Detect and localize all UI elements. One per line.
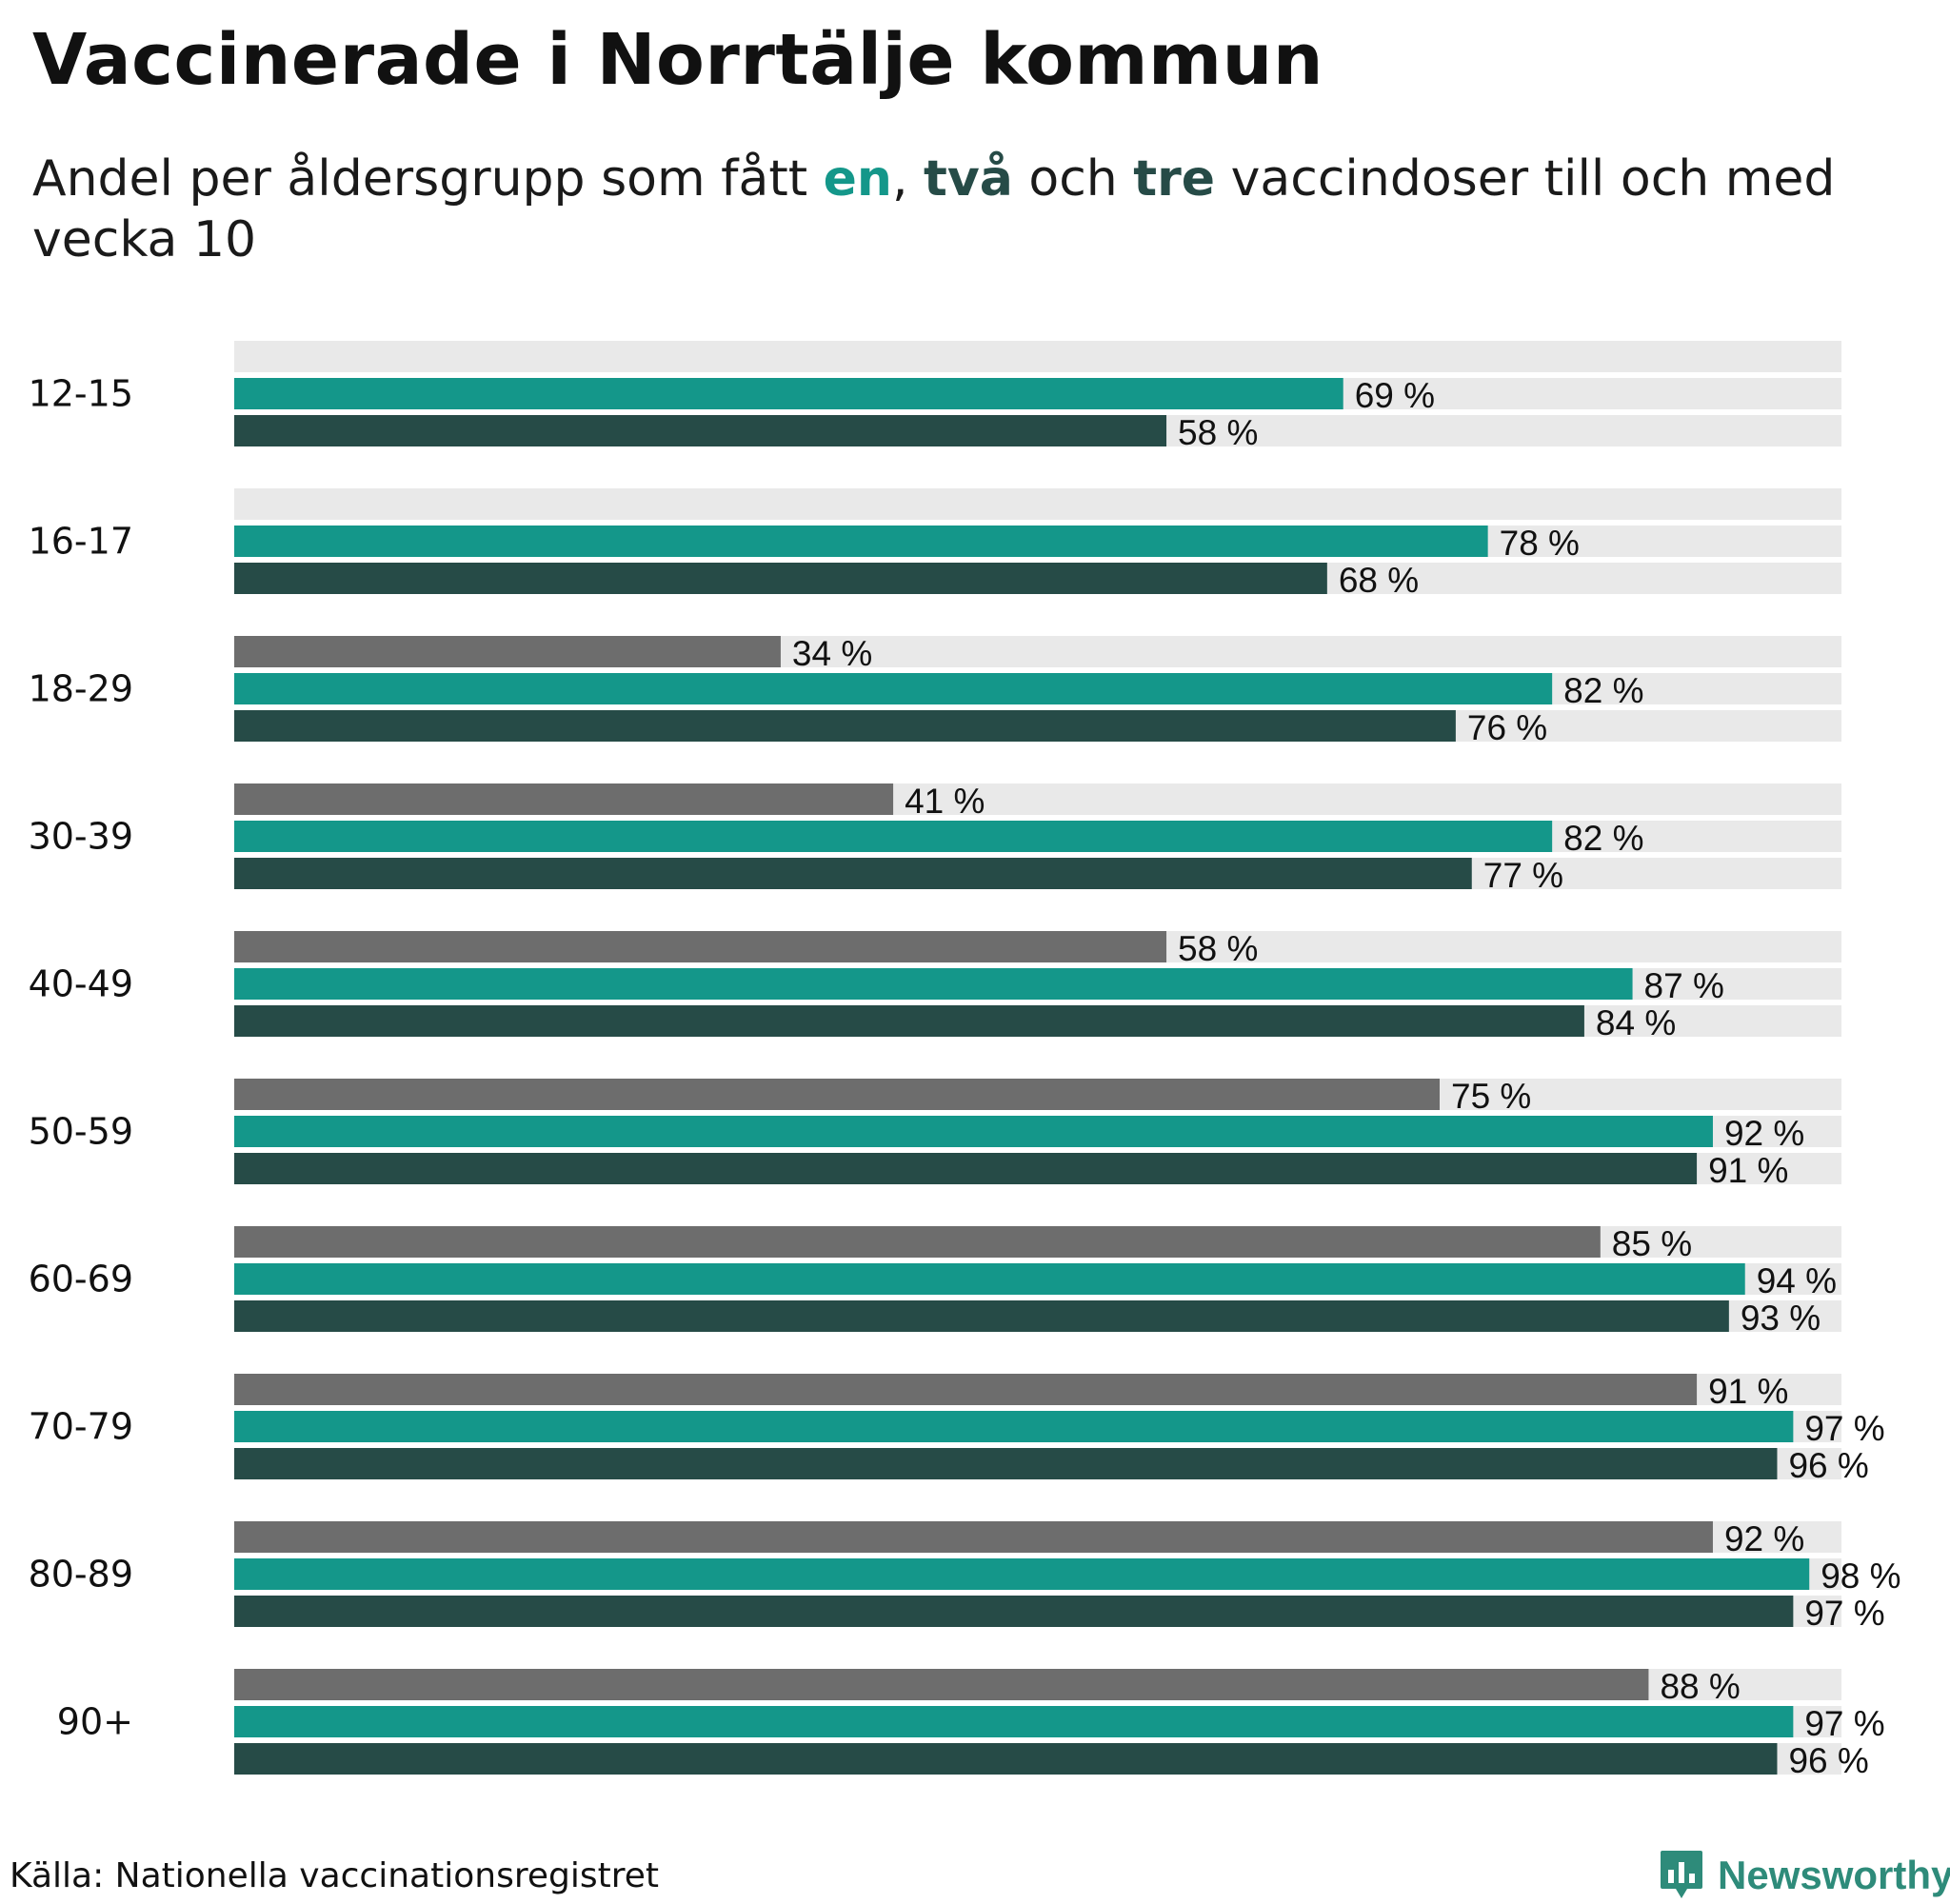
data-label: 78 % (1500, 524, 1580, 563)
bar-tre (234, 931, 1167, 962)
bar-en (234, 1706, 1794, 1737)
logo-text: Newsworthy (1718, 1853, 1950, 1897)
data-label: 69 % (1355, 376, 1435, 415)
data-label: 76 % (1467, 708, 1547, 747)
data-label: 96 % (1788, 1741, 1868, 1780)
bar-två (234, 1448, 1778, 1479)
data-label: 92 % (1724, 1114, 1804, 1153)
category-label: 90+ (57, 1701, 133, 1743)
subtitle-separator: , (891, 150, 925, 208)
data-label: 97 % (1804, 1409, 1884, 1448)
bar-en (234, 821, 1553, 852)
data-label: 34 % (792, 634, 872, 673)
bar-två (234, 1005, 1584, 1037)
category-label: 18-29 (29, 668, 133, 710)
category-label: 70-79 (29, 1406, 133, 1448)
chart-title: Vaccinerade i Norrtälje kommun (32, 19, 1323, 101)
subtitle-dose-two: två (924, 150, 1013, 208)
bar-två (234, 1743, 1778, 1775)
data-label: 91 % (1708, 1372, 1788, 1411)
subtitle-text: Andel per åldersgrupp som fått (32, 150, 824, 208)
bar-tre (234, 1374, 1698, 1405)
bar-tre (234, 636, 781, 667)
data-label: 87 % (1644, 966, 1724, 1005)
data-label: 96 % (1788, 1446, 1868, 1485)
bar-en (234, 378, 1343, 409)
bar-en (234, 1263, 1745, 1295)
data-label: 68 % (1339, 561, 1419, 600)
subtitle-text: vaccindoser till och med vecka 10 (32, 150, 1836, 268)
data-label: 84 % (1596, 1003, 1676, 1042)
data-label: 98 % (1821, 1557, 1900, 1596)
data-label: 92 % (1724, 1519, 1804, 1558)
data-label: 75 % (1451, 1077, 1531, 1116)
data-label: 88 % (1660, 1667, 1740, 1706)
bar-två (234, 415, 1167, 446)
data-label: 82 % (1563, 671, 1643, 710)
subtitle-dose-three: tre (1133, 150, 1216, 208)
data-label: 93 % (1741, 1299, 1821, 1338)
bar-tre (234, 1079, 1440, 1110)
subtitle-dose-one: en (823, 150, 892, 208)
data-label: 97 % (1804, 1594, 1884, 1633)
data-label: 91 % (1708, 1151, 1788, 1190)
bar-en (234, 1411, 1794, 1442)
bar-en (234, 968, 1633, 1000)
bar-en (234, 526, 1488, 557)
subtitle-separator: och (1012, 150, 1134, 208)
bar-två (234, 563, 1327, 594)
bar-tre (234, 1669, 1649, 1700)
category-label: 80-89 (29, 1554, 133, 1596)
category-label: 50-59 (29, 1111, 133, 1153)
bar-två (234, 1596, 1794, 1627)
bar-två (234, 1300, 1729, 1332)
data-label: 85 % (1612, 1224, 1692, 1263)
category-label: 60-69 (29, 1259, 133, 1300)
source-note: Källa: Nationella vaccinationsregistret (10, 1856, 659, 1895)
category-label: 12-15 (29, 373, 133, 415)
bar-två (234, 858, 1472, 889)
bar-tre (234, 783, 894, 815)
data-label: 97 % (1804, 1704, 1884, 1743)
bar-track (234, 488, 1841, 520)
bar-två (234, 710, 1456, 742)
newsworthy-logo: Newsworthy (1659, 1849, 1950, 1902)
bar-en (234, 1116, 1713, 1147)
bar-tre (234, 1521, 1713, 1553)
data-label: 58 % (1178, 413, 1258, 452)
bar-tre (234, 1226, 1601, 1258)
data-label: 77 % (1483, 856, 1563, 895)
data-label: 94 % (1757, 1261, 1837, 1300)
bar-en (234, 673, 1553, 704)
category-label: 16-17 (29, 521, 133, 563)
data-label: 82 % (1563, 819, 1643, 858)
bar-en (234, 1558, 1810, 1590)
bar-chart-icon (1661, 1851, 1702, 1898)
chart-subtitle: Andel per åldersgrupp som fått en, två o… (32, 149, 1899, 270)
bar-två (234, 1153, 1698, 1184)
bar-track (234, 341, 1841, 372)
data-label: 58 % (1178, 929, 1258, 968)
data-label: 41 % (905, 782, 985, 821)
category-label: 30-39 (29, 816, 133, 858)
category-label: 40-49 (29, 963, 133, 1005)
